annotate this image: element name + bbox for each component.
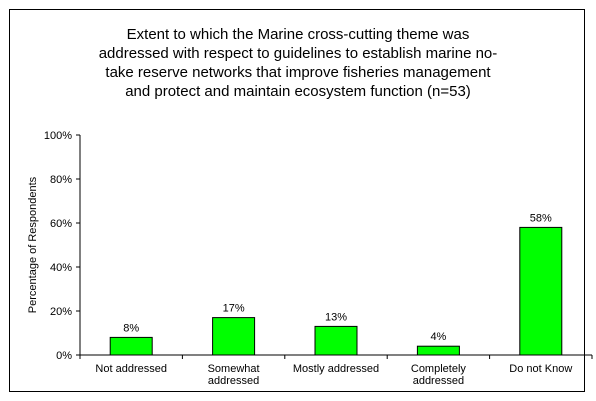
x-category-label: Not addressed (95, 363, 167, 375)
x-category-label: Completely (411, 363, 467, 375)
data-label: 8% (123, 322, 139, 334)
x-category-label: Somewhat (208, 363, 260, 375)
x-category-label: Do not Know (509, 363, 572, 375)
data-label: 13% (325, 311, 347, 323)
chart-axes: 0% 20% 40% 60% 80% 100% Percentage of Responde… (27, 130, 593, 362)
chart-bars (109, 226, 563, 356)
chart-frame (9, 9, 585, 392)
y-tick-label: 0% (56, 350, 72, 362)
x-category-label: addressed (208, 375, 259, 387)
bar (212, 317, 256, 356)
data-label: 58% (530, 212, 552, 224)
y-tick-label: 40% (50, 262, 72, 274)
bar (109, 336, 153, 356)
y-tick-label: 20% (50, 306, 72, 318)
y-tick-label: 100% (44, 130, 72, 142)
bar (314, 325, 358, 356)
bar (416, 345, 460, 356)
bar (519, 226, 563, 356)
x-category-label: Mostly addressed (293, 363, 379, 375)
data-label: 17% (223, 303, 245, 315)
y-axis-title: Percentage of Respondents (27, 176, 39, 313)
chart-labels: 8%Not addressed17%Somewhataddressed13%Mo… (95, 212, 572, 387)
y-tick-label: 80% (50, 174, 72, 186)
chart-title: Extent to which the Marine cross-cutting… (98, 26, 498, 100)
data-label: 4% (430, 331, 446, 343)
y-tick-label: 60% (50, 218, 72, 230)
x-category-label: addressed (413, 375, 464, 387)
